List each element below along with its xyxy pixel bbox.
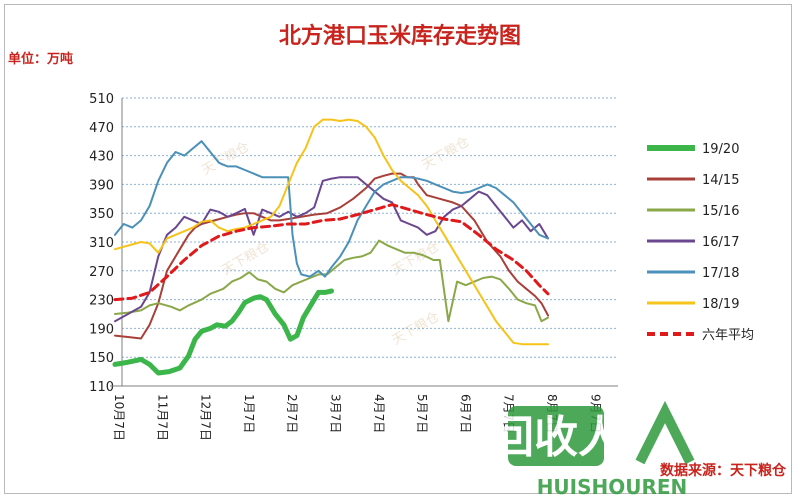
x-tick-label: 11月7日 [155,394,169,441]
legend-label: 16/17 [702,235,739,250]
watermark-text: 天下粮仓 [420,134,473,173]
legend-label: 15/16 [702,204,739,219]
series-line [114,172,549,340]
series-line [114,239,549,323]
source-label: 数据来源：天下粮仓 [660,463,786,479]
y-tick-label: 350 [89,207,114,222]
x-tick-label: 12月7日 [199,394,213,441]
x-tick-label: 10月7日 [112,394,126,441]
x-tick-label: 6月7日 [458,394,472,433]
y-tick-label: 510 [89,92,114,107]
series-line [112,288,334,376]
x-tick-label: 3月7日 [329,394,343,433]
legend-label: 14/15 [702,173,739,188]
y-tick-label: 470 [89,121,114,136]
y-tick-label: 150 [89,351,114,366]
x-tick-label: 2月7日 [285,394,299,433]
chart-title: 北方港口玉米库存走势图 [278,24,521,49]
y-tick-label: 430 [89,150,114,165]
huishouren-logo: 回收人 HUISHOUREN [500,400,695,499]
y-tick-label: 230 [89,294,114,309]
y-tick-label: 390 [89,178,114,193]
x-tick-label: 5月7日 [415,394,429,433]
series-line [114,140,549,278]
legend-label: 19/20 [702,142,739,157]
y-tick-label: 110 [89,380,114,395]
y-tick-label: 270 [89,265,114,280]
unit-label: 单位：万吨 [8,52,74,67]
x-tick-label: 4月7日 [372,394,386,433]
watermark-text: 天下粮仓 [390,239,443,278]
series-line [113,203,550,302]
watermark-text: 天下粮仓 [220,239,273,278]
logo-small-text: HUISHOUREN [537,475,688,499]
y-tick-label: 190 [89,322,114,337]
series-line [114,176,549,323]
watermark-text: 天下粮仓 [390,309,443,348]
logo-big-text: 回收人 [500,412,622,463]
x-tick-label: 1月7日 [242,394,256,433]
y-tick-label: 310 [89,236,114,251]
watermark-text: 天下粮仓 [200,139,253,178]
legend-label: 18/19 [702,297,739,312]
legend-label: 17/18 [702,266,739,281]
series-line [114,118,549,346]
legend-label: 六年平均 [702,328,754,343]
